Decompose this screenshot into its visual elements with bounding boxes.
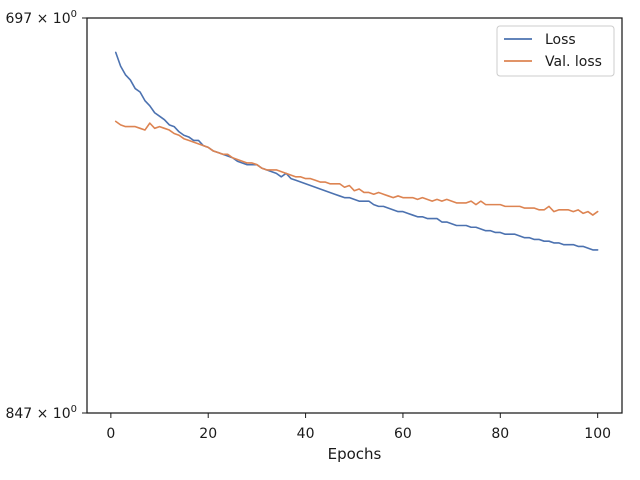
y-tick-exponent: 0 <box>71 9 77 20</box>
y-tick-label: 847 × 100 <box>5 404 77 422</box>
x-tick-label: 40 <box>297 426 315 442</box>
y-tick-exponent: 0 <box>71 404 77 415</box>
y-tick-times: × 10 <box>32 406 70 422</box>
legend-label: Val. loss <box>545 54 602 70</box>
x-axis: 0 20 40 60 80 100 <box>106 413 611 442</box>
axes-frame <box>86 17 623 414</box>
x-tick-label: 60 <box>394 426 412 442</box>
legend: Loss Val. loss <box>496 25 615 77</box>
series-line-val-loss <box>114 120 599 216</box>
x-tick-label: 20 <box>199 426 217 442</box>
x-tick-label: 100 <box>584 426 611 442</box>
series-line-loss <box>114 51 599 251</box>
series-layer <box>114 51 599 251</box>
y-tick-base: 697 <box>5 11 32 27</box>
y-tick-times: × 10 <box>32 11 70 27</box>
x-axis-title: Epochs <box>328 445 382 463</box>
legend-label: Loss <box>545 32 576 48</box>
x-tick-label: 0 <box>106 426 115 442</box>
x-tick-label: 80 <box>491 426 509 442</box>
plot-area <box>86 17 623 414</box>
y-tick-base: 847 <box>5 406 32 422</box>
y-tick-label: 697 × 100 <box>5 9 77 27</box>
